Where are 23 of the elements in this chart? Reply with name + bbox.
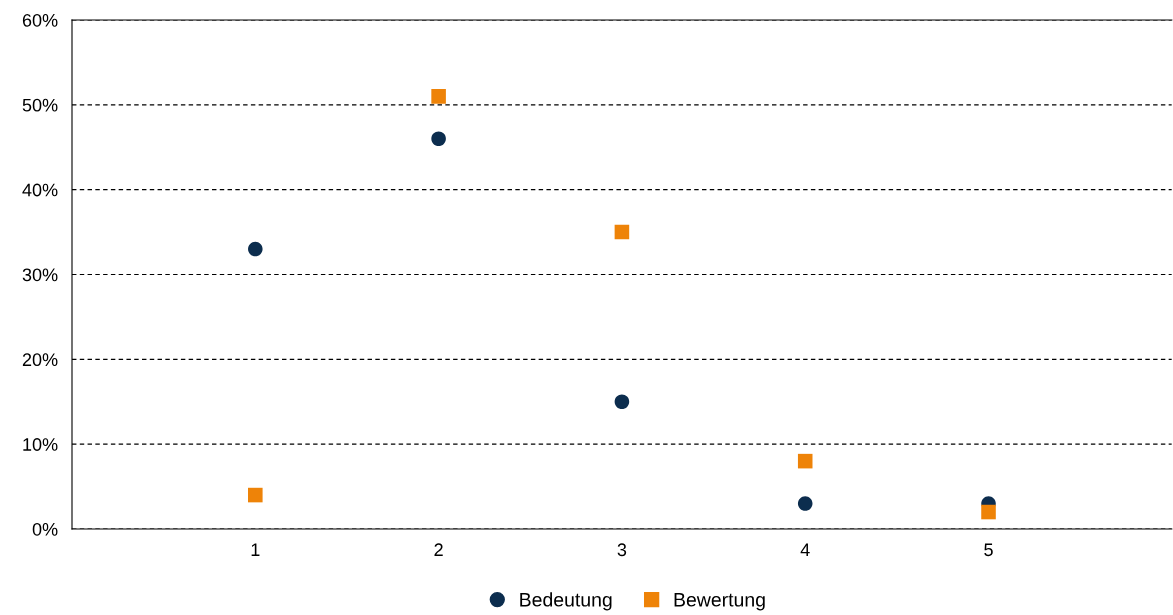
y-tick-label: 50% (22, 98, 58, 112)
point (431, 89, 446, 104)
point (614, 394, 630, 410)
y-tick-label: 0% (32, 522, 58, 536)
legend-label: Bedeutung (520, 592, 612, 611)
x-tick-label: 4 (800, 543, 810, 556)
y-tick-label: 10% (23, 438, 58, 451)
point (431, 131, 446, 147)
x-tick-label: 5 (984, 543, 993, 557)
point (614, 224, 630, 240)
x-tick-label: 1 (251, 543, 260, 556)
point (981, 504, 996, 520)
point (248, 487, 263, 503)
x-tick-label: 3 (617, 543, 627, 557)
point (797, 453, 813, 469)
x-tick-label: 2 (434, 543, 443, 556)
y-tick-label: 30% (22, 268, 58, 282)
point (248, 241, 263, 257)
y-tick-label: 20% (22, 353, 58, 367)
y-tick-label: 60% (22, 13, 58, 27)
point (797, 496, 813, 511)
legend-label: Bewertung (674, 593, 765, 611)
y-tick-label: 40% (22, 183, 58, 197)
